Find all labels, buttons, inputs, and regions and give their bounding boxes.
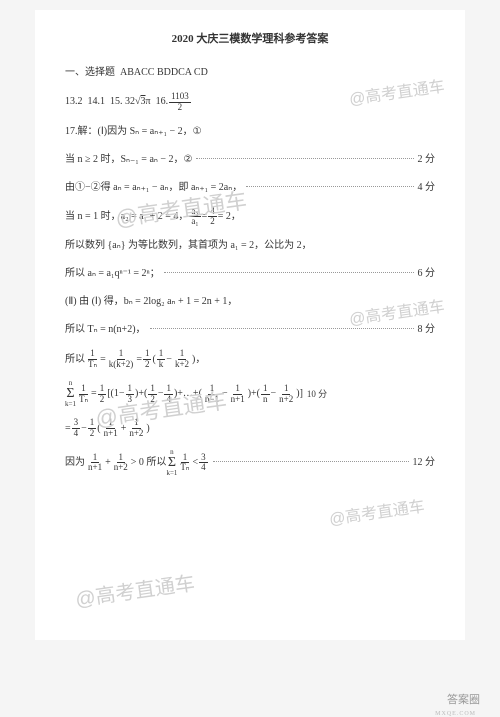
frac-1k: 1k: [157, 349, 166, 370]
line-final: 因为 1n+1 + 1n+2 > 0 所以 n Σ k=1 1Tₙ < 34 1…: [65, 449, 435, 477]
text: 所以数列 {aₙ} 为等比数列，其首项为 a₁ = 2，公比为 2，: [65, 237, 312, 255]
text: =: [91, 385, 97, 403]
text: 所以 aₙ = a₁qⁿ⁻¹ = 2ⁿ；: [65, 265, 160, 283]
text: (Ⅱ) 由 (Ⅰ) 得，bₙ = 2log₂ aₙ + 1 = 2n + 1，: [65, 293, 237, 311]
watermark: @高考直通车: [73, 566, 197, 618]
text: 当 n = 1 时，a₂ = a₁ + 2 = 4，: [65, 208, 188, 226]
line-sub: 由①−②得 aₙ = aₙ₊₁ − aₙ，即 aₙ₊₁ = 2aₙ， 4 分: [65, 179, 435, 197]
section-heading: 一、选择题: [65, 64, 115, 82]
points: 10 分: [307, 386, 327, 402]
frac-1kk2: 1k(k+2): [107, 349, 136, 370]
q14: 14.1: [88, 93, 106, 111]
frac-12: 12: [143, 349, 152, 370]
text: = 2，: [218, 208, 241, 226]
line-sum: n Σ k=1 1Tₙ = 12 [(1−13)+( 12− 14)+…+( 1…: [65, 380, 435, 408]
frac-1k2: 1k+2: [173, 349, 191, 370]
q15-suffix: π: [146, 93, 151, 111]
dot-leader: [164, 272, 414, 273]
watermark: @高考直通车: [327, 493, 426, 535]
points: 8 分: [418, 321, 436, 339]
frac-34: 34: [72, 418, 81, 439]
frac-1Tn: 1Tₙ: [86, 349, 99, 370]
text: 所以 Tₙ = n(n+2)，: [65, 321, 146, 339]
mc-row: 一、选择题 ABACC BDDCA CD: [65, 64, 435, 82]
line-an: 所以 aₙ = a₁qⁿ⁻¹ = 2ⁿ； 6 分: [65, 265, 435, 283]
q16-frac: 11032: [169, 92, 191, 113]
line-n1: 当 n = 1 时，a₂ = a₁ + 2 = 4， a₂a₁ = 42 = 2…: [65, 207, 435, 228]
text: <: [192, 454, 198, 472]
frac-34b: 34: [199, 453, 208, 474]
page-title: 2020 大庆三模数学理科参考答案: [65, 30, 435, 50]
text: =: [136, 351, 142, 369]
q16-prefix: 16.: [156, 93, 169, 111]
fill-row: 13.2 14.1 15. 32√3π 16. 11032: [65, 92, 435, 113]
frac-1Tk: 1Tₙ: [77, 384, 90, 405]
points: 12 分: [413, 454, 436, 472]
points: 2 分: [418, 151, 436, 169]
footer-url: MXQE.COM: [435, 711, 476, 717]
q13: 13.2: [65, 93, 83, 111]
dot-leader: [150, 328, 414, 329]
dot-leader: [213, 461, 409, 462]
line-part2: (Ⅱ) 由 (Ⅰ) 得，bₙ = 2log₂ aₙ + 1 = 2n + 1，: [65, 293, 435, 311]
text: 因为: [65, 454, 85, 472]
line-geo: 所以数列 {aₙ} 为等比数列，其首项为 a₁ = 2，公比为 2，: [65, 237, 435, 255]
text: 17.解：(Ⅰ)因为 Sₙ = aₙ₊₁ − 2，①: [65, 123, 202, 141]
text: 由①−②得 aₙ = aₙ₊₁ − aₙ，即 aₙ₊₁ = 2aₙ，: [65, 179, 242, 197]
sigma: n Σ k=1: [166, 449, 177, 477]
dot-leader: [246, 186, 413, 187]
text: 所以: [65, 351, 85, 369]
footer-brand: 答案圈: [447, 691, 480, 707]
line-eq: = 34 − 12 ( 1n+1 + 1n+2 ): [65, 418, 435, 439]
points: 4 分: [418, 179, 436, 197]
line-17: 17.解：(Ⅰ)因为 Sₙ = aₙ₊₁ − 2，①: [65, 123, 435, 141]
q15-prefix: 15. 32: [110, 93, 135, 111]
frac-12c: 12: [88, 418, 97, 439]
frac-42: 42: [208, 207, 217, 228]
dot-leader: [196, 158, 413, 159]
line-tn: 所以 Tₙ = n(n+2)， 8 分: [65, 321, 435, 339]
frac-12b: 12: [98, 384, 107, 405]
mc-answers: ABACC BDDCA CD: [120, 64, 208, 82]
text: =: [202, 208, 208, 226]
text: =: [65, 420, 71, 438]
sigma: n Σ k=1: [65, 380, 76, 408]
answer-page: @高考直通车 @高考直通车 @高考直通车 @高考直通车 @高考直通车 @高考直通…: [35, 10, 465, 640]
text: =: [100, 351, 106, 369]
text: 当 n ≥ 2 时，Sₙ₋₁ = aₙ − 2，②: [65, 151, 192, 169]
points: 6 分: [418, 265, 436, 283]
line-1tn: 所以 1Tₙ = 1k(k+2) = 12 ( 1k − 1k+2 )，: [65, 349, 435, 370]
text: > 0 所以: [131, 454, 167, 472]
line-n2: 当 n ≥ 2 时，Sₙ₋₁ = aₙ − 2，② 2 分: [65, 151, 435, 169]
frac-a2a1: a₂a₁: [189, 207, 200, 228]
